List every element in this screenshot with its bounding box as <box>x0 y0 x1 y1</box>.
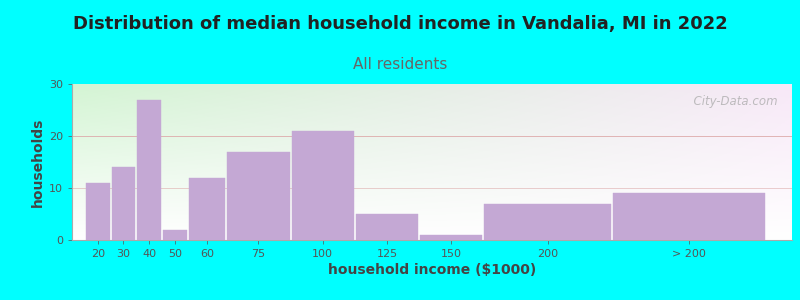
Text: City-Data.com: City-Data.com <box>686 95 778 108</box>
Text: Distribution of median household income in Vandalia, MI in 2022: Distribution of median household income … <box>73 15 727 33</box>
Bar <box>227 152 290 240</box>
Bar <box>613 193 766 240</box>
Bar <box>86 183 110 240</box>
Y-axis label: households: households <box>30 117 45 207</box>
Bar <box>138 100 161 240</box>
Bar <box>356 214 418 240</box>
Bar <box>189 178 226 240</box>
Bar <box>485 204 611 240</box>
Text: All residents: All residents <box>353 57 447 72</box>
Bar <box>111 167 135 240</box>
Bar <box>292 131 354 240</box>
Bar <box>163 230 186 240</box>
Bar <box>420 235 482 240</box>
X-axis label: household income ($1000): household income ($1000) <box>328 263 536 277</box>
